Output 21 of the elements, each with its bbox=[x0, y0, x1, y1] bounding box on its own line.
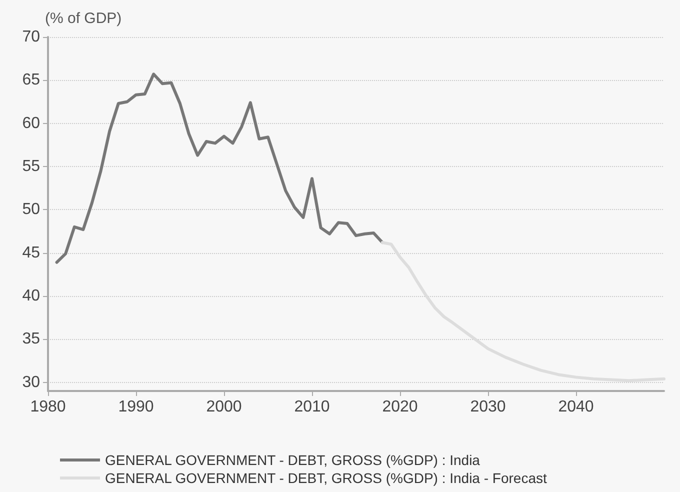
x-tick-label: 2000 bbox=[206, 398, 242, 416]
y-tick-label: 50 bbox=[22, 201, 40, 218]
line-series bbox=[55, 72, 384, 264]
x-tick-label: 2030 bbox=[470, 398, 506, 416]
line-series bbox=[380, 240, 666, 382]
y-tick-label: 35 bbox=[22, 330, 40, 348]
y-tick-label: 55 bbox=[22, 158, 40, 176]
x-tick-label: 2010 bbox=[294, 398, 330, 416]
y-tick-label: 65 bbox=[22, 72, 40, 89]
y-tick-label: 40 bbox=[22, 288, 40, 305]
x-tick-label: 1980 bbox=[30, 398, 66, 416]
x-tick-label: 1990 bbox=[118, 398, 154, 416]
x-tick-label: 2040 bbox=[558, 398, 594, 416]
y-tick-label: 30 bbox=[22, 374, 40, 391]
y-tick-label: 60 bbox=[22, 114, 40, 132]
y-axis-title: (% of GDP) bbox=[45, 10, 122, 27]
x-tick-label: 2020 bbox=[382, 398, 418, 416]
y-tick-label: 45 bbox=[22, 244, 40, 262]
legend-label: GENERAL GOVERNMENT - DEBT, GROSS (%GDP) : India - Forecast bbox=[105, 470, 547, 486]
legend-label: GENERAL GOVERNMENT - DEBT, GROSS (%GDP) : India bbox=[105, 452, 480, 468]
y-tick-label: 70 bbox=[22, 28, 40, 46]
